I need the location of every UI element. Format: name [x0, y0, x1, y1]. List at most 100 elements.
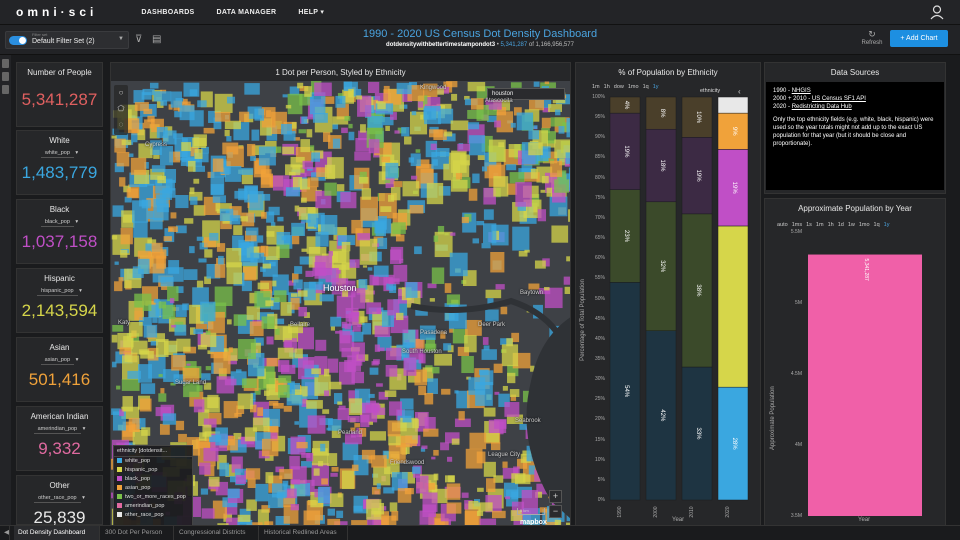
number-card-black[interactable]: Black black_pop ▾ 1,037,158 [16, 199, 103, 264]
time-button-1q[interactable]: 1q [873, 222, 880, 228]
stacked-bar-segment[interactable] [645, 330, 677, 501]
legend-item[interactable]: other_race_pop [114, 511, 192, 520]
legend-item[interactable]: white_pop [114, 457, 192, 466]
time-button-1h[interactable]: 1h [827, 222, 834, 228]
time-button-1mo[interactable]: 1mo [627, 84, 639, 90]
time-button-1mo[interactable]: 1mo [858, 222, 870, 228]
stacked-bar-segment[interactable] [681, 96, 713, 138]
palette-icon[interactable] [2, 85, 9, 94]
tab-dot-density-dashboard[interactable]: Dot Density Dashboard [14, 526, 100, 540]
time-button-1ms[interactable]: 1ms [791, 222, 803, 228]
time-button-dow[interactable]: dow [613, 84, 624, 90]
ethnicity-stacked-bars[interactable]: 54% 23% 19% 4% 1990 42% 32% 18% 8% 2000 33% 38% 19% 1… [607, 95, 752, 520]
time-button-1m[interactable]: 1m [815, 222, 824, 228]
zoom-in-button[interactable]: + [549, 490, 562, 503]
stacked-bar-segment[interactable] [717, 149, 749, 227]
place-label: Deer Park [478, 322, 506, 328]
place-label: Seabrook [515, 418, 541, 424]
population-bar[interactable] [808, 254, 922, 517]
bar-value-label: 38% [695, 284, 701, 297]
time-button-1h[interactable]: 1h [603, 84, 610, 90]
tab-historical-redlined-areas[interactable]: Historical Redlined Areas [260, 526, 348, 540]
stacked-bar-segment[interactable] [645, 128, 677, 203]
y-tick-label: 35% [594, 355, 605, 362]
tab-scroll-left-icon[interactable]: ◀ [0, 526, 10, 540]
add-chart-button[interactable]: + Add Chart [890, 30, 948, 47]
nav-data-manager[interactable]: DATA MANAGER [216, 8, 277, 16]
circle-draw-icon[interactable]: ○ [118, 88, 124, 97]
number-card-value: 25,839 [33, 508, 86, 527]
nav-help[interactable]: HELP ▾ [298, 9, 325, 16]
number-card-hispanic[interactable]: Hispanic hispanic_pop ▾ 2,143,594 [16, 268, 103, 333]
measure-selector[interactable]: other_race_pop ▾ [17, 495, 102, 503]
stacked-bar-segment[interactable] [645, 201, 677, 331]
time-button-1w[interactable]: 1w [847, 222, 855, 228]
ethnicity-legend-toggle[interactable]: ethnicity [700, 88, 721, 94]
refresh-button[interactable]: ↻ Refresh [858, 29, 886, 46]
x-tick-label: 2020 [725, 506, 731, 517]
map-scale: 5 km [517, 508, 545, 515]
stacked-bar-segment[interactable] [609, 96, 641, 114]
time-button-1y[interactable]: 1y [652, 84, 659, 90]
filter-toggle[interactable] [9, 36, 27, 45]
tab-congressional-districts[interactable]: Congressional Districts [175, 526, 259, 540]
stacked-bar-segment[interactable] [681, 137, 713, 215]
filter-set-select[interactable]: Filter set Default Filter Set (2) ▼ [5, 31, 129, 49]
map-legend[interactable]: ethnicity [dotdensit... white_pop hispani… [113, 445, 193, 528]
measure-selector[interactable]: black_pop ▾ [17, 219, 102, 227]
stacked-bar-segment[interactable] [609, 112, 641, 190]
population-chart-title: Approximate Population by Year [798, 204, 912, 213]
polygon-draw-icon[interactable]: ⬠ [117, 104, 125, 113]
time-button-1s[interactable]: 1s [806, 222, 812, 228]
chevron-left-icon[interactable]: ‹ [738, 87, 741, 96]
filter-icon[interactable]: ⊽ [135, 34, 143, 45]
place-label: Kingwood [420, 85, 447, 91]
time-button-1d[interactable]: 1d [837, 222, 844, 228]
measure-selector[interactable]: asian_pop ▾ [17, 357, 102, 365]
bar-value-label: 54% [623, 385, 629, 398]
measure-selector[interactable]: hispanic_pop ▾ [17, 288, 102, 296]
redistricting-hub-link[interactable]: Redistricting Data Hub [791, 104, 852, 110]
layers-icon[interactable] [2, 72, 9, 81]
legend-item[interactable]: asian_pop [114, 484, 192, 493]
stacked-bar-segment[interactable] [681, 213, 713, 368]
legend-swatch [117, 512, 122, 518]
user-icon[interactable] [930, 5, 946, 20]
number-card-asian[interactable]: Asian asian_pop ▾ 501,416 [16, 337, 103, 402]
stacked-bar-segment[interactable] [681, 366, 713, 501]
map-search-input[interactable]: houston [487, 88, 565, 100]
nav-dashboards[interactable]: DASHBOARDS [141, 8, 195, 16]
y-tick-label: 95% [594, 114, 605, 121]
legend-item[interactable]: two_or_more_races_pop [114, 493, 192, 502]
omnisci-logo[interactable]: omni·sci [16, 5, 98, 19]
census-sf1-link[interactable]: US Census SF1 API [811, 96, 866, 102]
time-button-auto[interactable]: auto [777, 222, 788, 228]
filter-panel-icon[interactable] [2, 59, 9, 68]
zoom-out-button[interactable]: − [549, 505, 562, 518]
population-bar-chart[interactable]: 5,341,287 [806, 232, 926, 520]
legend-item[interactable]: black_pop [114, 475, 192, 484]
number-card-number-of-people[interactable]: Number of People 5,341,287 [16, 62, 103, 127]
number-card-white[interactable]: White white_pop ▾ 1,483,779 [16, 130, 103, 195]
stacked-bar-segment[interactable] [609, 282, 641, 501]
legend-item[interactable]: hispanic_pop [114, 466, 192, 475]
tab-300-dot-per-person[interactable]: 300 Dot Per Person [101, 526, 174, 540]
measure-selector[interactable]: amerindian_pop ▾ [17, 426, 102, 434]
place-label: League City [488, 452, 521, 458]
stacked-bar-segment[interactable] [717, 225, 749, 388]
stacked-bar-segment[interactable] [717, 112, 749, 150]
lasso-draw-icon[interactable]: ◌ [118, 120, 124, 129]
stacked-bar-segment[interactable] [645, 96, 677, 130]
number-card-american-indian[interactable]: American Indian amerindian_pop ▾ 9,332 [16, 406, 103, 471]
time-button-1y[interactable]: 1y [883, 222, 890, 228]
time-button-1m[interactable]: 1m [592, 84, 600, 90]
nhgis-link[interactable]: NHGIS [791, 88, 811, 94]
legend-item[interactable]: amerindian_pop [114, 502, 192, 511]
stacked-bar-segment[interactable] [717, 96, 749, 114]
comment-icon[interactable]: ▤ [152, 34, 162, 45]
number-card-other[interactable]: Other other_race_pop ▾ 25,839 [16, 475, 103, 527]
measure-selector[interactable]: white_pop ▾ [17, 150, 102, 158]
bar-value-label: 8% [659, 109, 665, 118]
stacked-bar-segment[interactable] [609, 189, 641, 283]
time-button-1q[interactable]: 1q [642, 84, 649, 90]
